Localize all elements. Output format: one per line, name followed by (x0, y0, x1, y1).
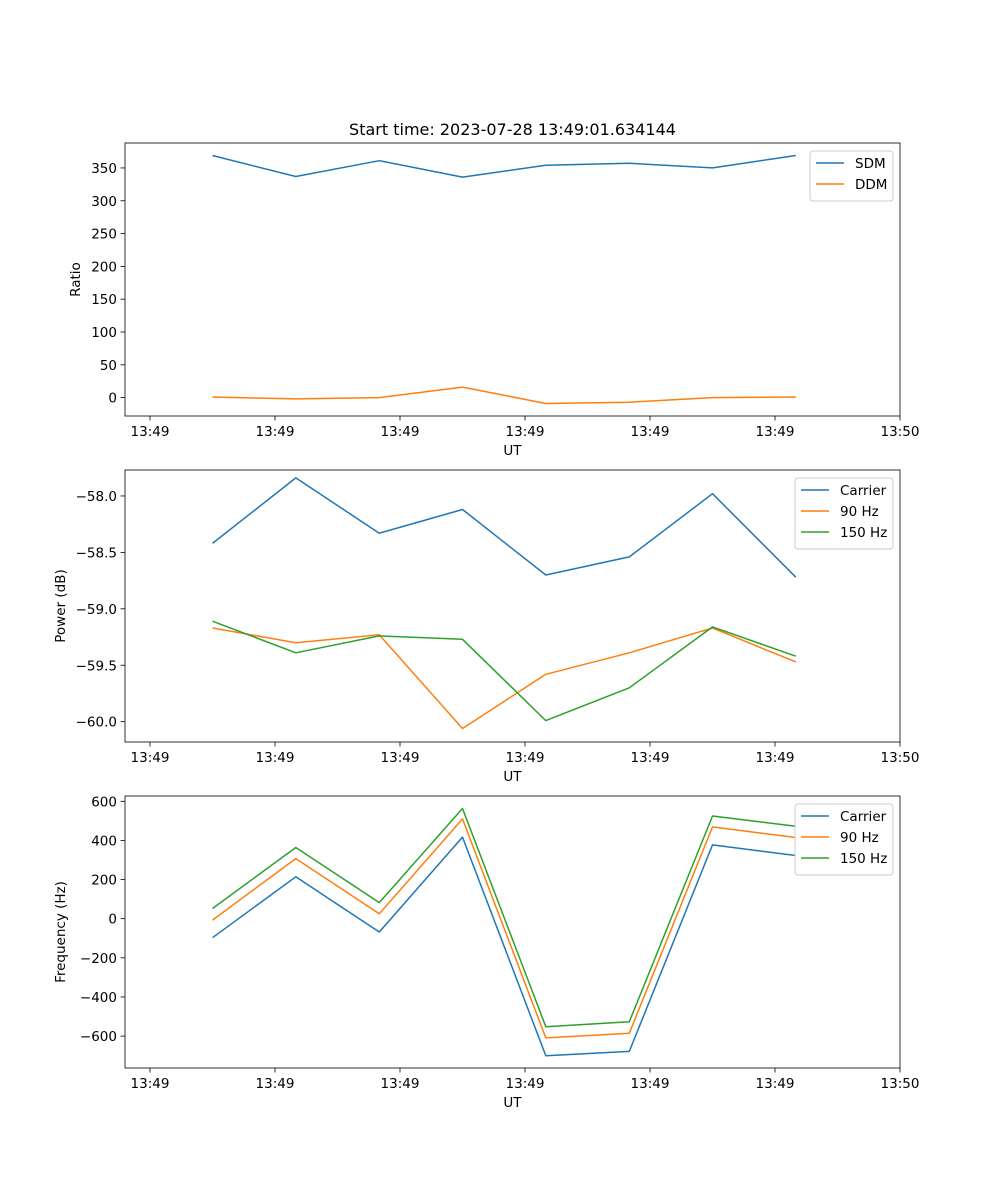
y-tick-label: −59.5 (76, 658, 117, 674)
y-tick-label: −58.0 (76, 489, 117, 505)
y-tick-label: −200 (80, 951, 117, 967)
chart-2: 13:49 13:49 13:49 13:49 13:49 13:49 13:50 −60.0… (53, 469, 920, 785)
series-line-90-hz (212, 627, 797, 730)
y-tick-label: 0 (108, 391, 117, 407)
x-tick-label: 13:49 (381, 750, 420, 766)
x-tick-label: 13:49 (131, 424, 170, 440)
legend-label: 90 Hz (840, 830, 879, 846)
x-tick-label: 13:49 (506, 424, 545, 440)
x-axis-label: UT (503, 443, 522, 459)
y-tick-label: 0 (108, 912, 117, 928)
legend-label: DDM (855, 177, 887, 193)
legend-label: SDM (855, 156, 886, 172)
x-tick-label: 13:49 (131, 750, 170, 766)
legend-label: 150 Hz (840, 851, 887, 867)
y-tick-label: 250 (91, 227, 117, 243)
y-axis-label: Frequency (Hz) (53, 881, 69, 983)
legend: Carrier 90 Hz 150 Hz (794, 477, 894, 550)
x-tick-label: 13:49 (506, 750, 545, 766)
y-tick-label: −60.0 (76, 715, 117, 731)
axes-frame (124, 795, 901, 1069)
series-line-150-hz (212, 807, 796, 1028)
x-tick-label: 13:49 (756, 750, 795, 766)
y-tick-label: 100 (91, 325, 117, 341)
axes-frame (124, 142, 901, 417)
x-tick-label: 13:49 (256, 424, 295, 440)
x-tick-label: 13:49 (381, 1076, 420, 1092)
legend-label: 150 Hz (840, 525, 887, 541)
series-line-carrier (212, 477, 797, 578)
x-tick-label: 13:49 (631, 1076, 670, 1092)
series-line-carrier (212, 836, 796, 1057)
y-tick-label: −58.5 (76, 545, 117, 561)
x-tick-label: 13:49 (131, 1076, 170, 1092)
chart-1: Start time: 2023-07-28 13:49:01.634144 13… (68, 120, 919, 459)
y-tick-label: 350 (91, 161, 117, 177)
x-tick-label: 13:50 (881, 424, 920, 440)
chart-3: 13:49 13:49 13:49 13:49 13:49 13:49 13:50 −600 −… (53, 794, 919, 1111)
x-tick-label: 13:49 (756, 424, 795, 440)
y-axis-label: Power (dB) (53, 569, 69, 642)
y-axis-label: Ratio (68, 262, 84, 297)
y-tick-label: −59.0 (76, 602, 117, 618)
x-tick-label: 13:49 (256, 1076, 295, 1092)
series-line-sdm (212, 154, 796, 178)
y-tick-label: 400 (91, 833, 117, 849)
legend-label: Carrier (840, 809, 887, 825)
x-tick-label: 13:49 (506, 1076, 545, 1092)
x-tick-label: 13:49 (381, 424, 420, 440)
axes-frame (124, 469, 901, 743)
x-tick-label: 13:50 (881, 750, 920, 766)
y-tick-label: 200 (91, 259, 117, 275)
x-axis-label: UT (503, 1095, 522, 1111)
y-tick-label: −600 (80, 1029, 117, 1045)
chart-title: Start time: 2023-07-28 13:49:01.634144 (349, 120, 676, 139)
y-tick-label: 300 (91, 194, 117, 210)
y-tick-label: 150 (91, 292, 117, 308)
legend: Carrier 90 Hz 150 Hz (794, 803, 894, 876)
x-axis-label: UT (503, 769, 522, 785)
series-line-ddm (212, 386, 796, 405)
legend-label: Carrier (840, 483, 887, 499)
legend: SDM DDM (809, 150, 894, 202)
x-tick-label: 13:49 (631, 424, 670, 440)
y-tick-label: 600 (91, 794, 117, 810)
y-tick-label: 50 (100, 358, 117, 374)
y-tick-label: 200 (91, 873, 117, 889)
series-line-150-hz (212, 620, 797, 722)
x-tick-label: 13:50 (881, 1076, 920, 1092)
y-tick-label: −400 (80, 990, 117, 1006)
x-tick-label: 13:49 (631, 750, 670, 766)
legend-label: 90 Hz (840, 504, 879, 520)
x-tick-label: 13:49 (256, 750, 295, 766)
x-tick-label: 13:49 (756, 1076, 795, 1092)
series-line-90-hz (212, 818, 796, 1039)
